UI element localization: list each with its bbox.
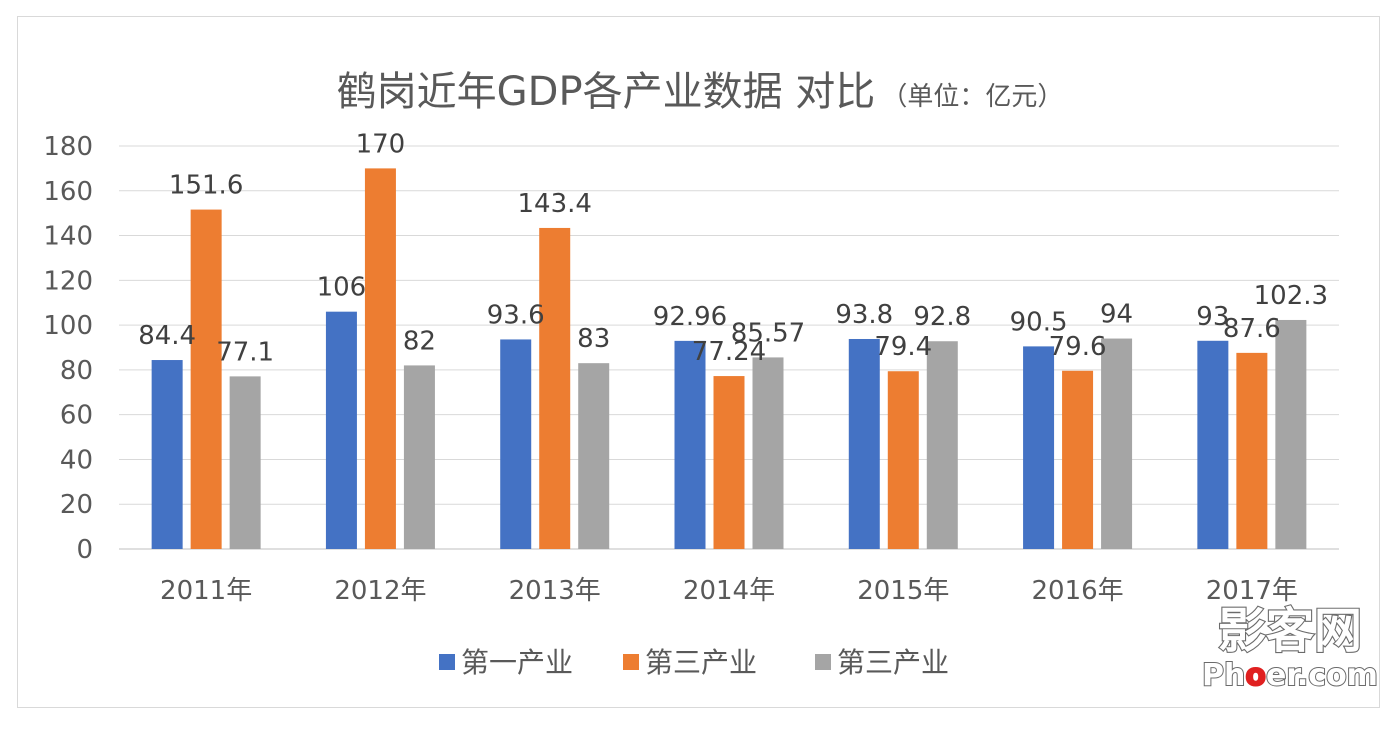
watermark-cn: 影客网 <box>1218 603 1362 659</box>
bar <box>500 339 532 549</box>
y-tick-label: 140 <box>43 222 93 252</box>
chart-subtitle: （单位：亿元） <box>881 82 1063 112</box>
bar <box>403 365 435 549</box>
data-label: 106 <box>317 273 367 303</box>
x-tick-label: 2014年 <box>683 576 775 606</box>
chart-title: 鹤岗近年GDP各产业数据 对比 <box>337 69 876 115</box>
data-label: 79.4 <box>874 332 932 362</box>
watermark-en-prefix: Ph <box>1202 658 1245 693</box>
legend-swatch <box>815 654 831 670</box>
x-tick-label: 2011年 <box>160 576 252 606</box>
bar <box>229 376 261 549</box>
data-label: 92.8 <box>913 302 971 332</box>
bar <box>887 371 919 549</box>
bar <box>1236 352 1268 549</box>
y-tick-label: 180 <box>43 132 93 162</box>
data-label: 151.6 <box>169 171 243 201</box>
bar <box>578 363 610 549</box>
x-tick-label: 2017年 <box>1206 576 1298 606</box>
bar <box>1101 338 1133 549</box>
y-tick-label: 80 <box>60 356 93 386</box>
x-tick-label: 2015年 <box>857 576 949 606</box>
bar <box>752 357 784 549</box>
bar <box>325 311 357 549</box>
chart-frame: 鹤岗近年GDP各产业数据 对比 （单位：亿元） 0 20 40 60 80 100 120 14… <box>17 16 1380 708</box>
legend-label: 第三产业 <box>645 646 757 679</box>
bar <box>674 340 706 549</box>
y-tick-label: 60 <box>60 401 93 431</box>
y-tick-label: 160 <box>43 177 93 207</box>
chart-svg: 鹤岗近年GDP各产业数据 对比 （单位：亿元） 0 20 40 60 80 100 120 14… <box>43 69 1379 694</box>
bar <box>539 227 571 549</box>
y-tick-label: 0 <box>76 535 93 565</box>
data-label: 87.6 <box>1223 314 1281 344</box>
x-axis: 2011年 2012年 2013年 2014年 2015年 2016年 2017年 <box>160 576 1298 606</box>
bar <box>1062 370 1094 549</box>
data-label: 82 <box>403 326 436 356</box>
watermark-en-suffix: er.com <box>1266 658 1378 693</box>
bar <box>1023 346 1055 549</box>
bar <box>1275 319 1307 549</box>
gridlines <box>119 145 1339 550</box>
watermark: 影客网 Phoer.com <box>1201 602 1379 694</box>
data-label: 170 <box>356 129 406 159</box>
bar <box>190 209 222 549</box>
watermark-en-highlight: o <box>1245 658 1266 693</box>
legend-swatch <box>623 654 639 670</box>
data-label: 102.3 <box>1254 281 1328 311</box>
data-label: 92.96 <box>653 302 727 332</box>
chart-title-group: 鹤岗近年GDP各产业数据 对比 （单位：亿元） <box>337 69 1064 115</box>
x-tick-label: 2012年 <box>334 576 426 606</box>
data-label: 90.5 <box>1010 307 1068 337</box>
y-tick-label: 40 <box>60 445 93 475</box>
y-axis: 0 20 40 60 80 100 120 140 160 180 <box>43 132 93 565</box>
data-label: 93 <box>1196 302 1229 332</box>
legend-label: 第一产业 <box>461 646 573 679</box>
bars <box>151 168 1307 549</box>
data-label: 93.6 <box>487 300 545 330</box>
x-tick-label: 2013年 <box>509 576 601 606</box>
y-tick-label: 120 <box>43 266 93 296</box>
data-labels: 84.4 151.6 77.1 106 170 82 93.6 143.4 83 92.96 77.… <box>138 129 1328 367</box>
bar <box>713 376 745 549</box>
data-label: 84.4 <box>138 321 196 351</box>
bar <box>1197 340 1229 549</box>
data-label: 77.24 <box>692 337 766 367</box>
y-tick-label: 20 <box>60 490 93 520</box>
data-label: 94 <box>1100 300 1133 330</box>
data-label: 83 <box>577 324 610 354</box>
data-label: 77.1 <box>216 337 274 367</box>
data-label: 79.6 <box>1049 332 1107 362</box>
watermark-en: Phoer.com <box>1202 658 1378 693</box>
bar <box>151 360 183 549</box>
y-tick-label: 100 <box>43 311 93 341</box>
data-label: 143.4 <box>517 189 591 219</box>
bar <box>848 338 880 549</box>
data-label: 93.8 <box>835 300 893 330</box>
bar <box>926 341 958 549</box>
x-tick-label: 2016年 <box>1031 576 1123 606</box>
bar <box>364 168 396 549</box>
legend-swatch <box>439 654 455 670</box>
legend: 第一产业 第三产业 第三产业 <box>439 646 949 679</box>
legend-label: 第三产业 <box>837 646 949 679</box>
data-label: 85.57 <box>731 318 805 348</box>
